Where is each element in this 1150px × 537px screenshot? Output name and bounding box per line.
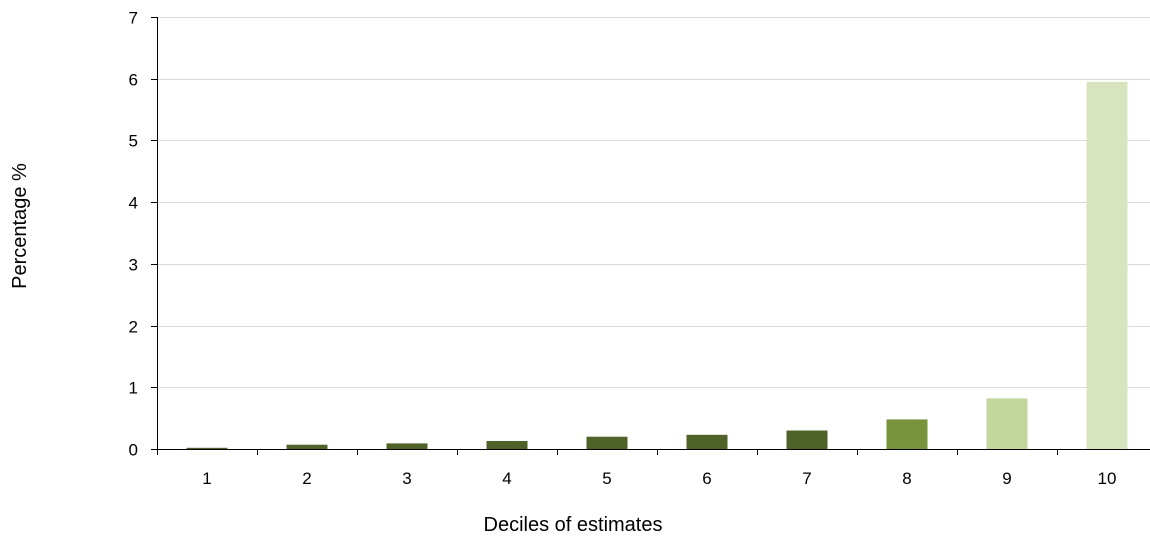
bar-5	[586, 436, 628, 449]
bar-1	[186, 447, 228, 449]
x-tick-label-10: 10	[1098, 469, 1117, 488]
bar-3	[386, 443, 428, 449]
x-tick-label-4: 4	[502, 469, 511, 488]
y-tick-label-0: 0	[129, 441, 138, 460]
axes	[151, 17, 1150, 455]
x-axis-title: Deciles of estimates	[484, 514, 663, 536]
bars	[186, 81, 1128, 450]
y-tick-label-5: 5	[129, 132, 138, 151]
bar-10	[1086, 81, 1128, 450]
x-tick-label-3: 3	[402, 469, 411, 488]
x-tick-label-9: 9	[1002, 469, 1011, 488]
bar-8	[886, 419, 928, 449]
x-tick-label-7: 7	[802, 469, 811, 488]
y-tick-label-2: 2	[129, 318, 138, 337]
y-axis-title: Percentage %	[9, 163, 31, 289]
tick-labels: 0 1 2 3 4 5 6 7 1 2 3 4 5 6 7 8 9 10	[129, 9, 1117, 489]
bar-6	[686, 434, 728, 449]
x-tick-label-2: 2	[302, 469, 311, 488]
bar-4	[486, 441, 528, 449]
y-tick-label-4: 4	[129, 194, 138, 213]
x-tick-label-8: 8	[902, 469, 911, 488]
y-tick-label-1: 1	[129, 379, 138, 398]
y-tick-label-3: 3	[129, 256, 138, 275]
x-tick-label-6: 6	[702, 469, 711, 488]
bar-9	[986, 398, 1028, 449]
x-tick-label-1: 1	[202, 469, 211, 488]
bar-2	[286, 444, 328, 449]
x-tick-label-5: 5	[602, 469, 611, 488]
gridlines	[157, 17, 1150, 388]
y-tick-label-6: 6	[129, 71, 138, 90]
bar-7	[786, 430, 828, 449]
y-tick-label-7: 7	[129, 9, 138, 28]
